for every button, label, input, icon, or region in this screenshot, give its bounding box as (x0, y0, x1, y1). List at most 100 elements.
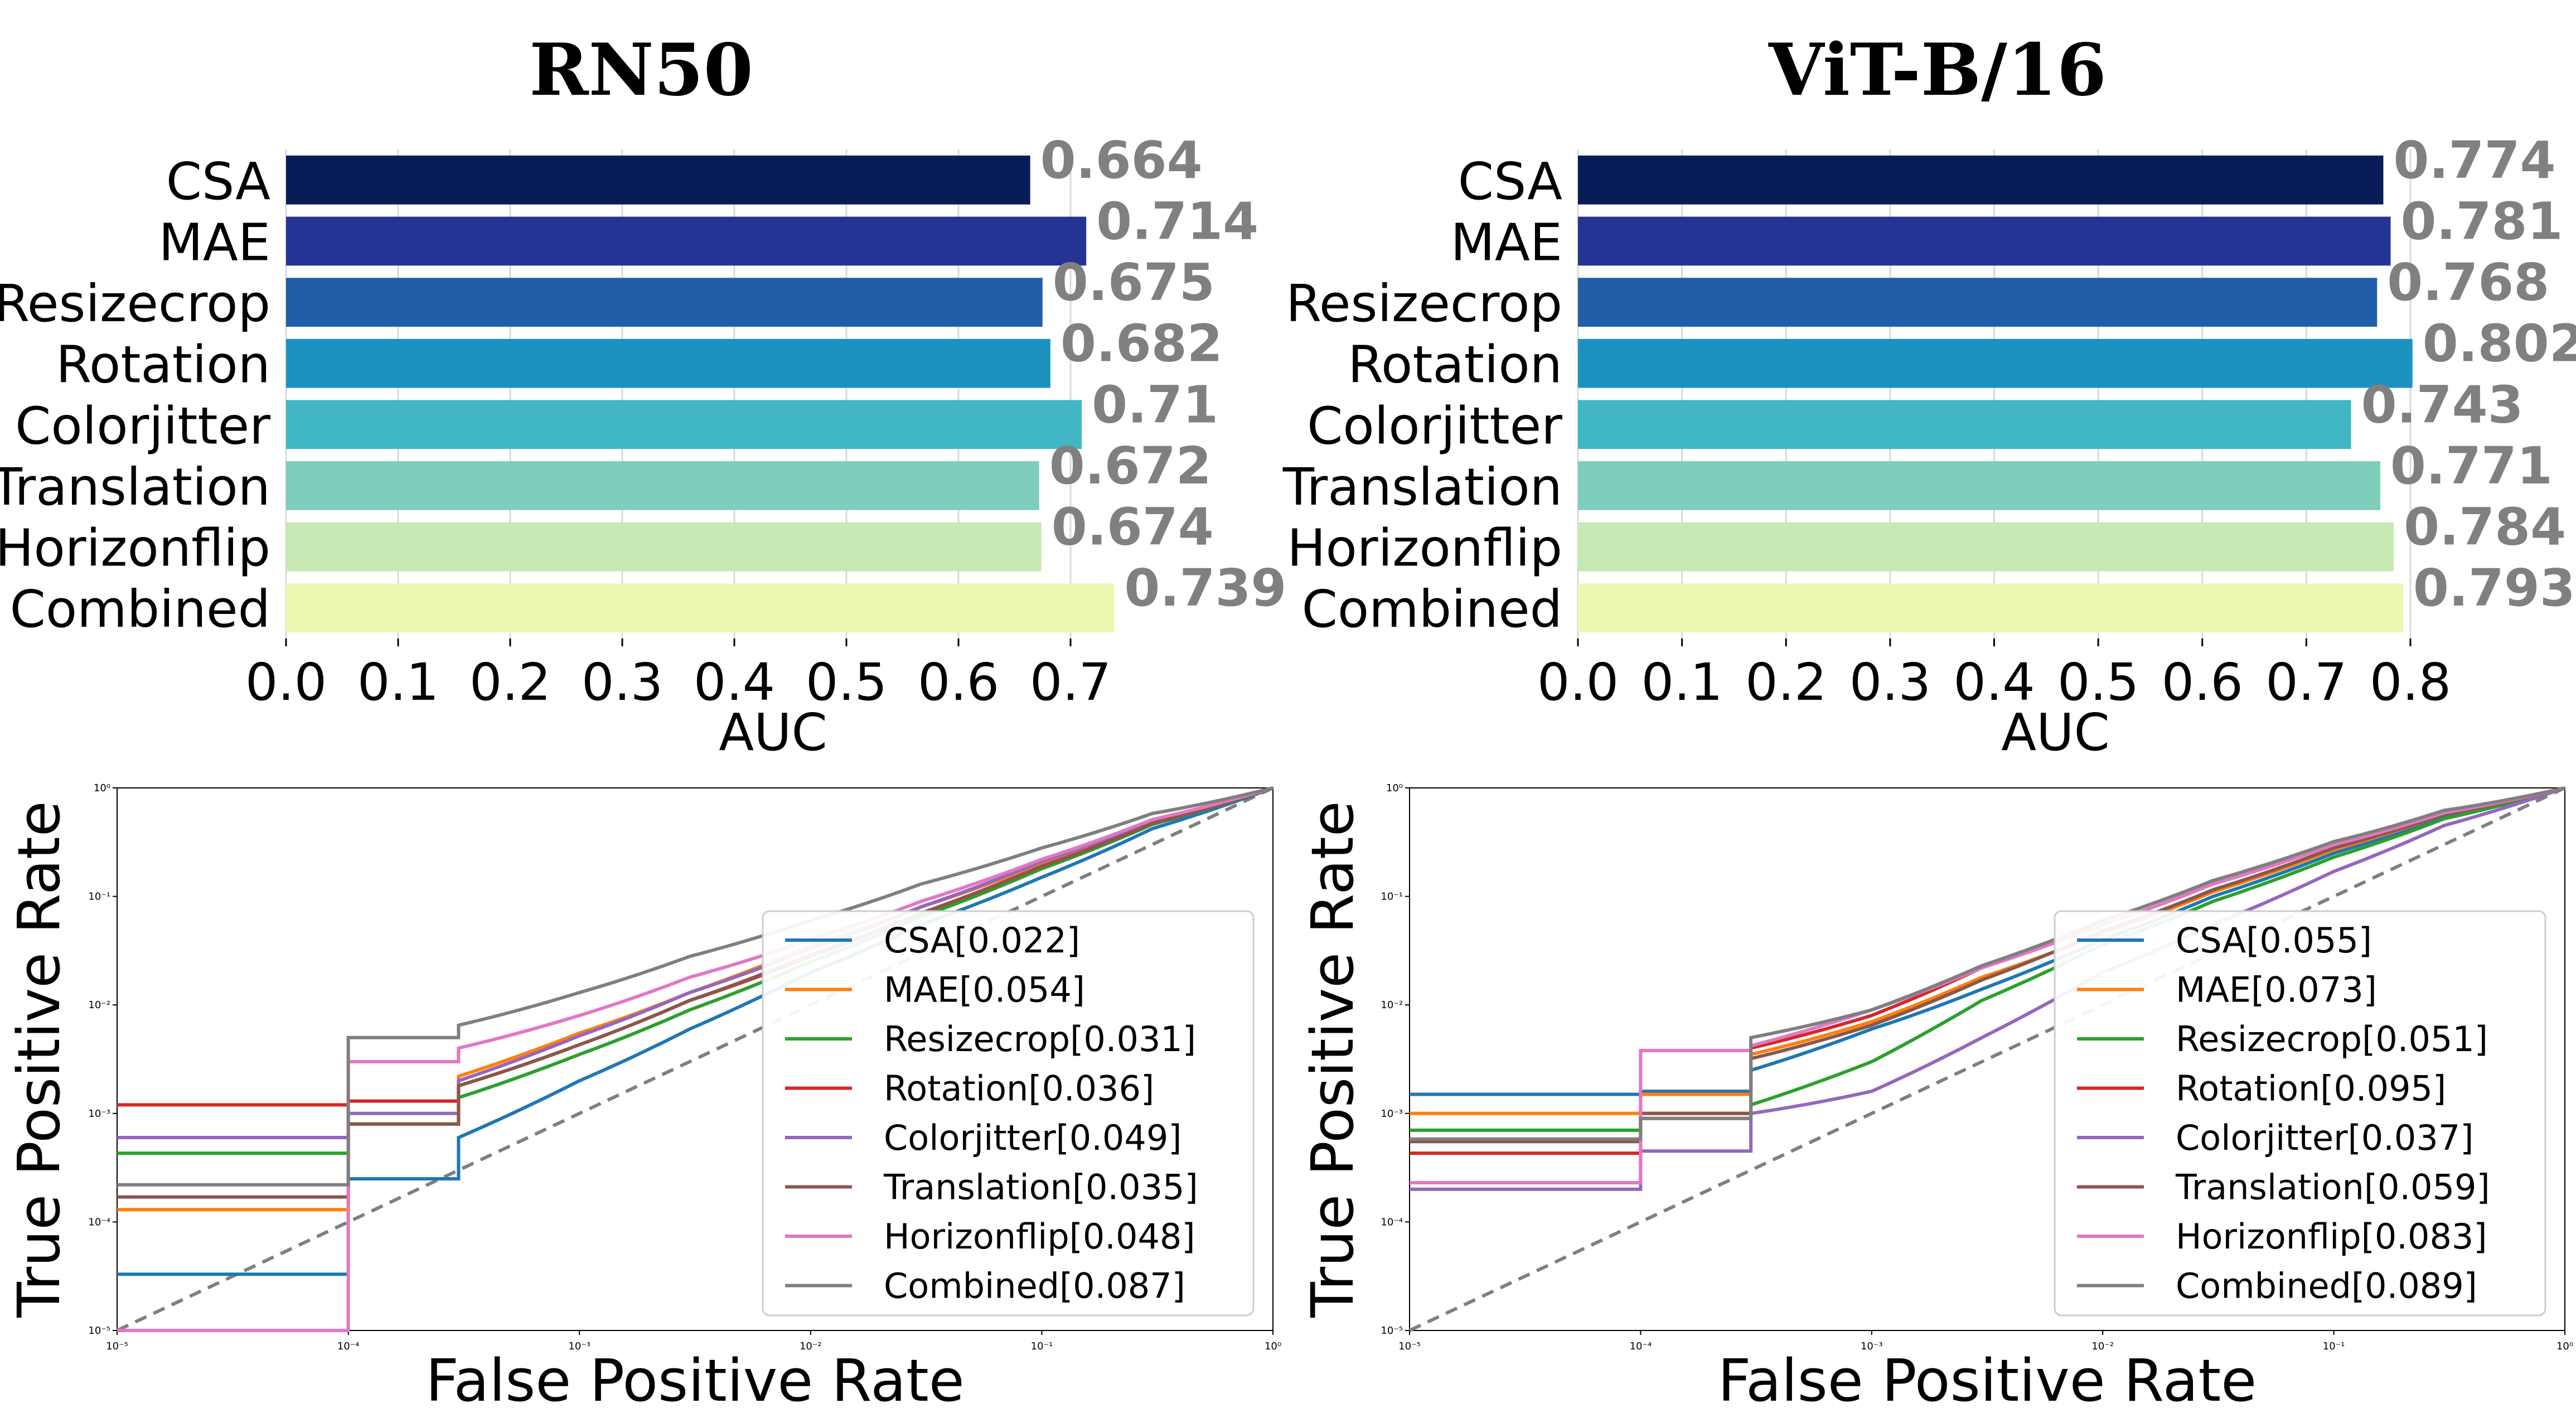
bar-horizonflip (1578, 522, 2394, 572)
x-tick-label: 10⁻⁵ (106, 1341, 128, 1352)
x-axis-label: AUC (2001, 703, 2110, 762)
value-label: 0.784 (2404, 497, 2566, 557)
category-label: Colorjitter (1307, 396, 1562, 456)
bar-resizecrop (1578, 278, 2378, 327)
value-label: 0.675 (1053, 253, 1215, 312)
category-label: Colorjitter (15, 396, 270, 456)
legend-entry: Horizonflip[0.048] (884, 1216, 1195, 1257)
value-label: 0.802 (2423, 314, 2576, 374)
y-tick-label: 10⁻⁴ (88, 1216, 110, 1228)
x-tick-label: 0.4 (694, 652, 775, 712)
category-label: CSA (166, 152, 270, 211)
y-tick-label: 10⁻¹ (1381, 891, 1403, 903)
x-tick-label: 0.5 (806, 652, 887, 712)
x-tick-label: 0.7 (1030, 652, 1111, 712)
roc-line-combined (1410, 786, 2565, 1141)
value-label: 0.672 (1049, 436, 1212, 496)
y-tick-label: 10⁻⁵ (1381, 1325, 1403, 1337)
legend-entry: CSA[0.055] (2176, 920, 2372, 961)
x-tick-label: 0.2 (1745, 652, 1827, 712)
bar-horizonflip (286, 522, 1042, 572)
value-label: 0.768 (2387, 253, 2549, 312)
x-tick-label: 10⁻³ (1861, 1341, 1883, 1352)
legend-box (762, 910, 1255, 1317)
legend-entry: Rotation[0.036] (884, 1068, 1154, 1109)
x-tick-label: 0.2 (469, 652, 551, 712)
legend-entry: Colorjitter[0.049] (884, 1117, 1182, 1158)
x-tick-label: 0.3 (1849, 652, 1931, 712)
x-tick-label: 10⁰ (1265, 1341, 1281, 1352)
x-tick-label: 0.0 (1537, 652, 1619, 712)
category-label: CSA (1458, 152, 1562, 211)
roc-line-combined (117, 786, 1274, 1187)
bar-colorjitter (1578, 400, 2351, 449)
y-tick-label: 10⁻² (1381, 999, 1403, 1011)
chance-diagonal (1408, 786, 2566, 1332)
value-label: 0.714 (1096, 191, 1258, 251)
bar-csa (1578, 155, 2384, 205)
value-label: 0.71 (1092, 375, 1218, 434)
legend-entry: CSA[0.022] (884, 920, 1080, 961)
bar-translation (1578, 461, 2380, 510)
x-tick-label: 10⁻³ (568, 1341, 590, 1352)
bar-resizecrop (286, 278, 1043, 327)
value-label: 0.774 (2393, 130, 2555, 190)
roc-chart-0: 10⁻⁵ 10⁻⁴ 10⁻³ 10⁻² 10⁻¹ 10⁰ 10⁻⁵ 10⁻⁴ 10⁻³ 10⁻² 1… (5, 782, 1281, 1413)
value-label: 0.682 (1061, 314, 1223, 374)
legend-entry: Rotation[0.095] (2176, 1068, 2446, 1109)
value-label: 0.793 (2413, 558, 2575, 618)
y-axis-label: True Positive Rate (1299, 801, 1367, 1318)
category-label: Translation (1282, 457, 1562, 517)
chance-diagonal (116, 786, 1274, 1332)
bar-mae (286, 216, 1087, 266)
x-tick-label: 0.6 (2162, 652, 2243, 712)
x-axis-label: False Positive Rate (425, 1347, 965, 1413)
bar-rotation (1578, 338, 2413, 388)
category-label: Horizonflip (1287, 519, 1562, 578)
x-tick-label: 0.1 (357, 652, 439, 712)
x-tick-label: 0.3 (582, 652, 663, 712)
y-tick-label: 10⁰ (1386, 782, 1403, 794)
y-tick-label: 10⁻³ (88, 1108, 110, 1120)
x-tick-label: 0.0 (245, 652, 327, 712)
legend-entry: Resizecrop[0.031] (884, 1019, 1196, 1059)
bar-rotation (286, 338, 1050, 388)
y-tick-label: 10⁻⁴ (1381, 1216, 1403, 1228)
x-tick-label: 10⁻⁵ (1398, 1341, 1421, 1352)
category-label: Translation (0, 457, 270, 517)
x-tick-label: 10⁻⁴ (337, 1341, 360, 1352)
category-label: Resizecrop (0, 274, 270, 333)
x-tick-label: 0.5 (2057, 652, 2139, 712)
x-tick-label: 0.1 (1641, 652, 1722, 712)
value-label: 0.781 (2401, 191, 2563, 251)
bar-mae (1578, 216, 2391, 266)
category-label: Horizonflip (0, 519, 270, 578)
legend: CSA[0.022] MAE[0.054] Resizecrop[0.031] Rot… (762, 910, 1255, 1317)
legend: CSA[0.055] MAE[0.073] Resizecrop[0.051] Rot… (2054, 910, 2546, 1317)
legend-entry: Translation[0.035] (883, 1167, 1198, 1208)
y-tick-label: 10⁻¹ (88, 891, 110, 903)
x-tick-label: 10⁰ (2556, 1341, 2573, 1352)
x-tick-label: 10⁻² (800, 1341, 822, 1352)
x-axis-label: AUC (719, 703, 827, 762)
x-axis-label: False Positive Rate (1718, 1347, 2257, 1413)
plot-frame (117, 787, 1274, 1331)
bar-chart-0: RN50 0.0 0.1 0.2 0.3 0.4 0.5 0.6 0.7 CSA 0.664 MAE 0… (0, 28, 1286, 762)
category-label: Rotation (1348, 335, 1562, 395)
x-tick-label: 10⁻¹ (2323, 1341, 2345, 1352)
category-label: Combined (1302, 579, 1562, 639)
category-label: MAE (1451, 212, 1562, 272)
x-tick-label: 0.4 (1953, 652, 2035, 712)
bar-csa (286, 155, 1030, 205)
category-label: Combined (10, 579, 270, 639)
roc-chart-1: 10⁻⁵ 10⁻⁴ 10⁻³ 10⁻² 10⁻¹ 10⁰ 10⁻⁵ 10⁻⁴ 10⁻³ 10⁻² 1… (1299, 782, 2573, 1413)
legend-entry: Combined[0.087] (884, 1266, 1185, 1306)
legend-entry: Translation[0.059] (2175, 1167, 2490, 1208)
legend-entry: Combined[0.089] (2176, 1266, 2477, 1306)
bar-colorjitter (286, 400, 1082, 449)
value-label: 0.771 (2390, 436, 2553, 496)
legend-entry: Colorjitter[0.037] (2176, 1117, 2473, 1158)
x-tick-label: 10⁻⁴ (1630, 1341, 1652, 1352)
y-tick-label: 10⁻² (88, 999, 110, 1011)
